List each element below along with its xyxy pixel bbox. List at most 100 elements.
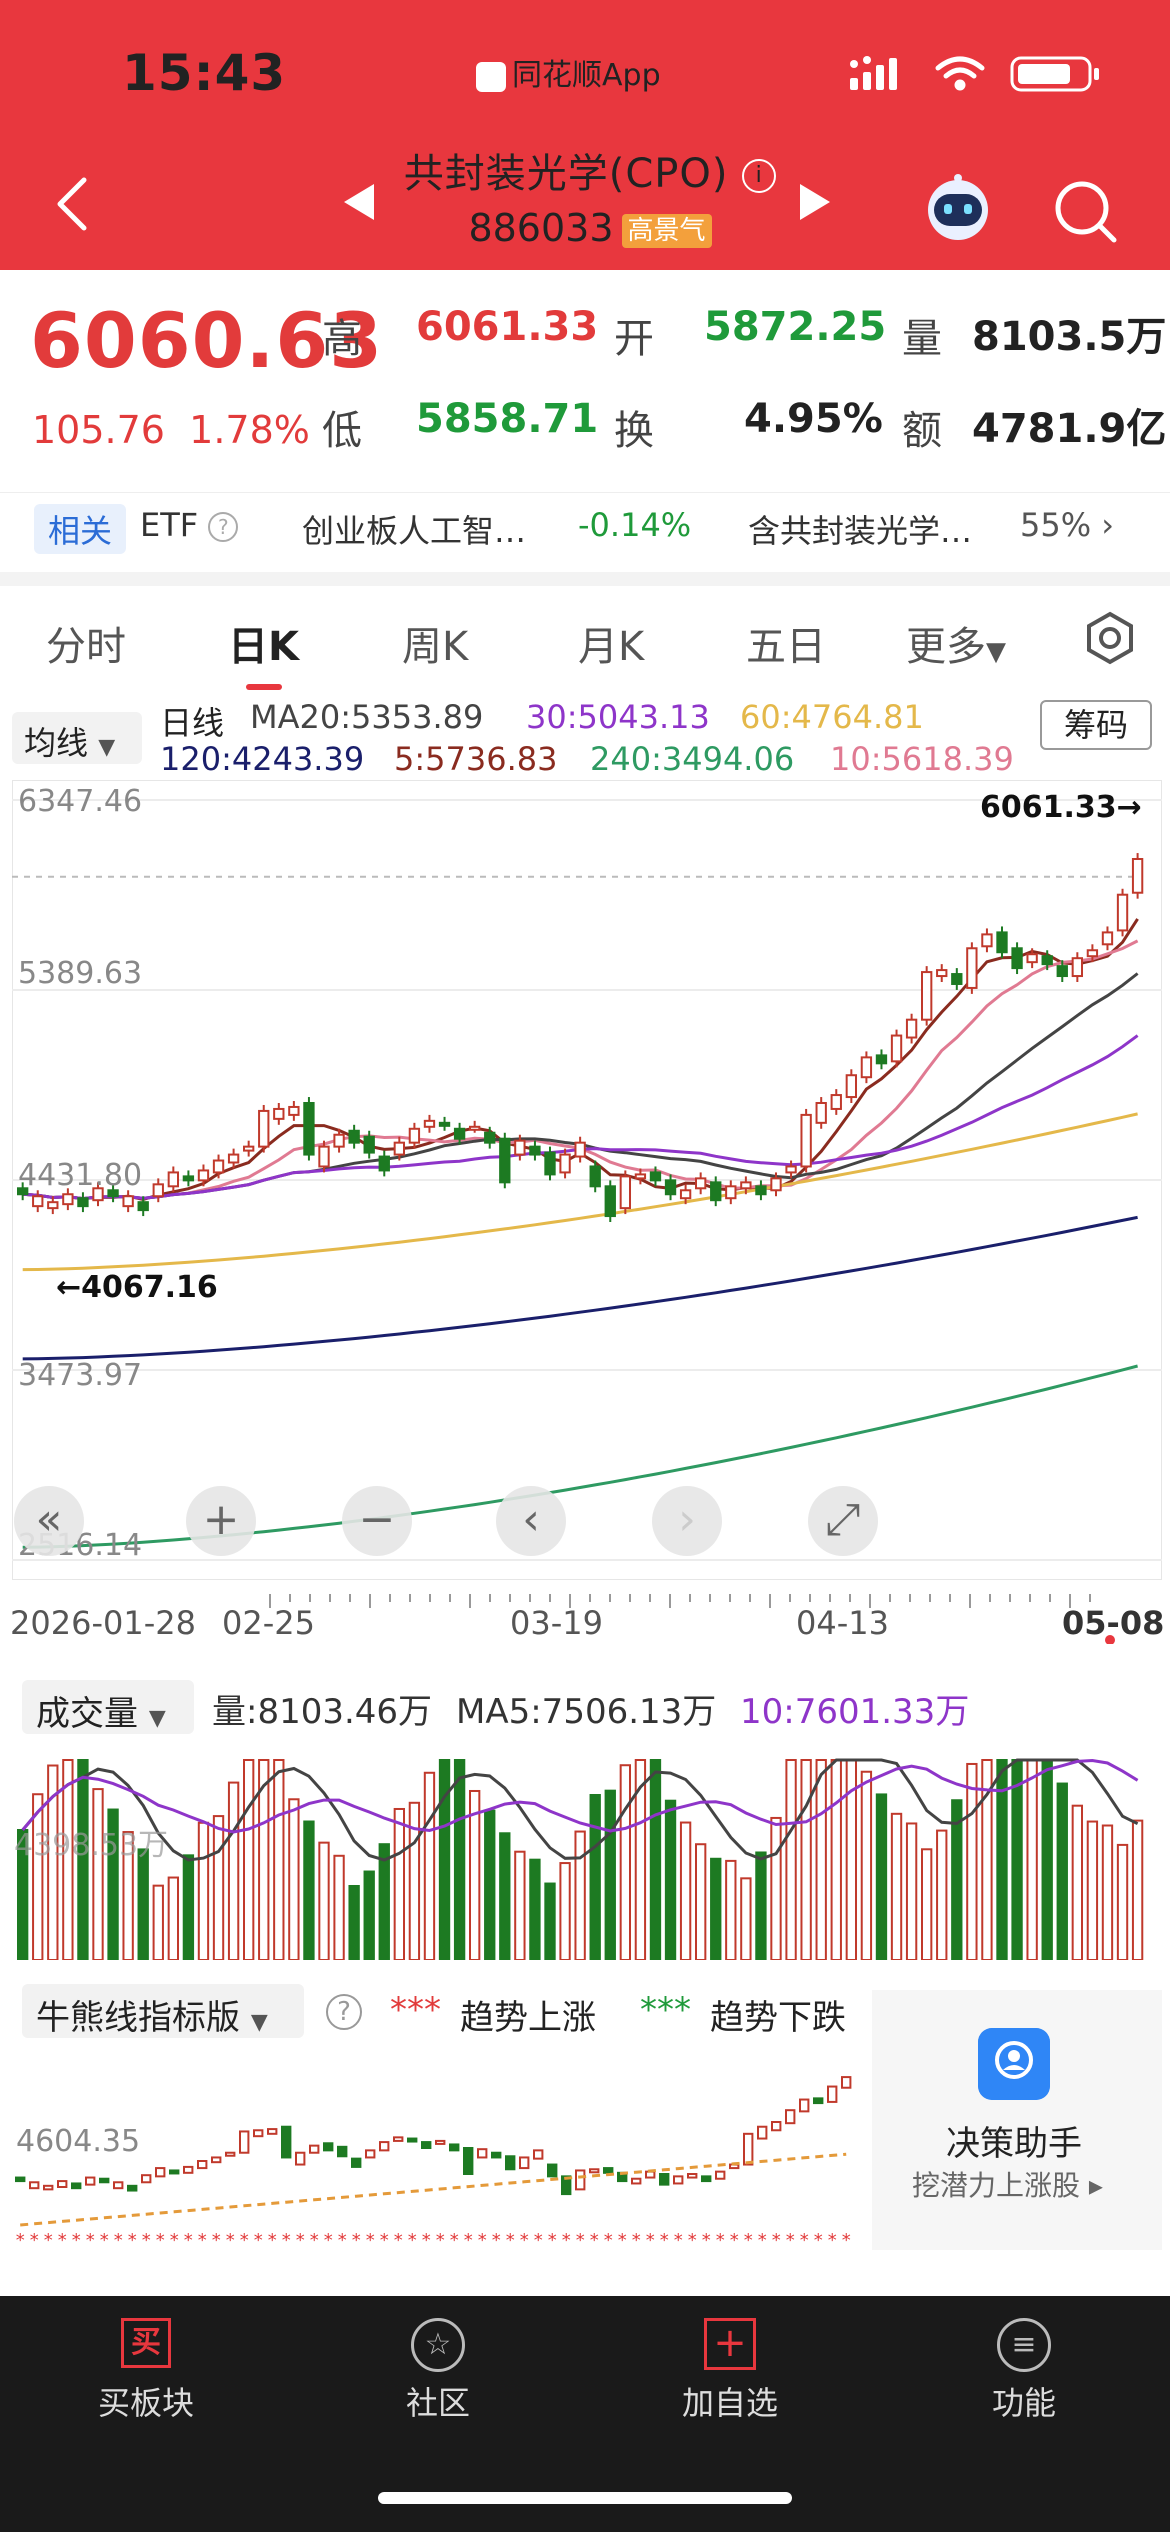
candlestick-chart[interactable] — [12, 780, 1162, 1580]
volume-bar — [469, 1789, 481, 1960]
volume-bar — [92, 1788, 104, 1960]
indicator-candle — [379, 2141, 390, 2152]
trend-marker: * — [744, 2230, 753, 2250]
indicator-select[interactable]: 牛熊线指标版 ▼ — [22, 1984, 304, 2038]
indicator-candle — [197, 2160, 208, 2170]
candle — [122, 1195, 134, 1208]
nav-buy-sector-label[interactable]: 买板块 — [97, 2384, 194, 2422]
nav-buy-sector[interactable]: 买 — [66, 2310, 226, 2440]
nav-functions-label[interactable]: 功能 — [991, 2384, 1056, 2422]
indicator-candle — [71, 2182, 82, 2190]
candle — [1026, 953, 1038, 964]
trend-marker: * — [492, 2230, 501, 2250]
indicator-candle — [225, 2151, 236, 2157]
candle — [921, 971, 933, 1021]
tab-monthly-k[interactable]: 月K — [578, 624, 645, 670]
related-etf-name[interactable]: 创业板人工智… — [302, 512, 527, 550]
fullscreen-button[interactable]: ⤢ — [808, 1486, 878, 1556]
volume-chart[interactable] — [12, 1740, 1162, 1960]
tab-intraday[interactable]: 分时 — [46, 624, 126, 670]
volume-select[interactable]: 成交量 ▼ — [22, 1680, 194, 1734]
date-label: 04-13 — [796, 1604, 889, 1642]
nav-add-watchlist[interactable]: + — [650, 2310, 810, 2440]
related-holding-value: 55% › — [1020, 506, 1114, 544]
zoom-in-button[interactable]: + — [186, 1486, 256, 1556]
trend-marker: * — [422, 2230, 431, 2250]
signal-icon — [850, 56, 897, 90]
candle — [529, 1145, 541, 1156]
candle — [363, 1135, 375, 1154]
indicator-candle — [155, 2167, 166, 2178]
related-etf[interactable]: ETF ? — [140, 506, 239, 544]
candle — [273, 1107, 285, 1120]
ma-select[interactable]: 均线 ▼ — [12, 712, 142, 764]
chart-settings-icon[interactable] — [1082, 610, 1138, 666]
robot-assistant-icon[interactable] — [920, 170, 996, 246]
volume-bar — [348, 1884, 360, 1960]
related-holding-name[interactable]: 含共封装光学… — [748, 512, 973, 550]
tab-more[interactable]: 更多▼ — [906, 614, 1006, 672]
wifi-icon — [935, 56, 985, 91]
date-label: 02-25 — [222, 1604, 315, 1642]
candle — [258, 1109, 270, 1148]
candle — [800, 1113, 812, 1168]
nav-community[interactable]: ☆ — [358, 2310, 518, 2440]
indicator-candle — [827, 2085, 838, 2103]
assistant-subtitle[interactable]: 挖潜力上涨股 ▸ — [912, 2169, 1103, 2202]
candle — [499, 1137, 511, 1184]
candle — [1071, 957, 1084, 978]
indicator-candle — [407, 2137, 418, 2143]
volume-bar — [890, 1812, 903, 1960]
assistant-title[interactable]: 决策助手 — [946, 2124, 1082, 2164]
volume-bar — [303, 1820, 315, 1960]
volume-bar — [17, 1829, 29, 1960]
tab-daily-k[interactable]: 日K — [228, 624, 299, 670]
candle — [92, 1187, 104, 1202]
volume-bar — [544, 1882, 556, 1960]
volume-bar — [499, 1832, 511, 1960]
chevron-right-icon[interactable]: › — [1101, 506, 1115, 544]
active-tab-indicator — [246, 684, 282, 690]
trend-marker: * — [282, 2230, 291, 2250]
volume-bar — [393, 1807, 406, 1960]
scroll-start-button[interactable]: « — [14, 1486, 84, 1556]
nav-community-label[interactable]: 社区 — [405, 2384, 470, 2422]
help-icon[interactable]: ? — [326, 1994, 362, 2030]
volume-bar — [604, 1789, 616, 1960]
candle — [167, 1171, 180, 1188]
caret-down-icon: ▼ — [986, 637, 1006, 667]
volume-ma10-line — [21, 1758, 1139, 1834]
trend-marker: * — [72, 2230, 81, 2250]
indicator-candle — [15, 2176, 26, 2183]
bull-bear-axis-label: 4604.35 — [16, 2124, 141, 2159]
tab-weekly-k[interactable]: 周K — [402, 624, 469, 670]
help-icon[interactable]: ? — [208, 512, 239, 542]
back-icon[interactable] — [48, 174, 98, 234]
nav-add-watchlist-label[interactable]: 加自选 — [681, 2384, 778, 2422]
trend-marker: * — [562, 2230, 571, 2250]
scroll-right-button[interactable]: › — [652, 1486, 722, 1556]
scroll-left-button[interactable]: ‹ — [496, 1486, 566, 1556]
prev-sector-icon[interactable] — [344, 184, 374, 220]
nav-functions[interactable]: ≡ — [944, 2310, 1104, 2440]
search-icon[interactable] — [1050, 176, 1120, 246]
zoom-out-button[interactable]: − — [342, 1486, 412, 1556]
related-bar[interactable] — [0, 492, 1170, 562]
candle — [966, 947, 978, 989]
y-tick-label: 3473.97 — [18, 1358, 143, 1393]
indicator-candle — [449, 2143, 460, 2152]
ma240-value: 240:3494.06 — [590, 740, 795, 778]
volume-ma5: MA5:7506.13万 — [456, 1692, 717, 1732]
trend-marker: * — [660, 2230, 669, 2250]
title-block: 共封装光学(CPO) i 886033 高景气 — [340, 148, 840, 268]
chip-distribution-button[interactable]: 筹码 — [1040, 700, 1152, 750]
tab-five-day[interactable]: 五日 — [746, 624, 826, 670]
volume-bar — [288, 1798, 300, 1960]
candle — [303, 1101, 315, 1156]
label-volume: 量 — [902, 316, 942, 362]
indicator-candle — [435, 2139, 446, 2145]
next-sector-icon[interactable] — [800, 184, 830, 220]
info-icon[interactable]: i — [742, 159, 777, 193]
volume-bar — [453, 1759, 466, 1960]
bull-bear-chart[interactable]: * * * * * * * * * * * * * * * * * * * * * * * * * * * * * * * * * * * * * * * *… — [12, 2050, 872, 2250]
